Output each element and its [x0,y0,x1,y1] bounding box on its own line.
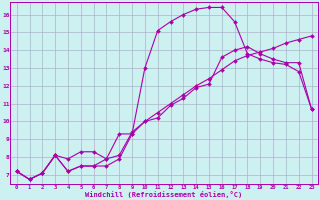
X-axis label: Windchill (Refroidissement éolien,°C): Windchill (Refroidissement éolien,°C) [85,191,243,198]
